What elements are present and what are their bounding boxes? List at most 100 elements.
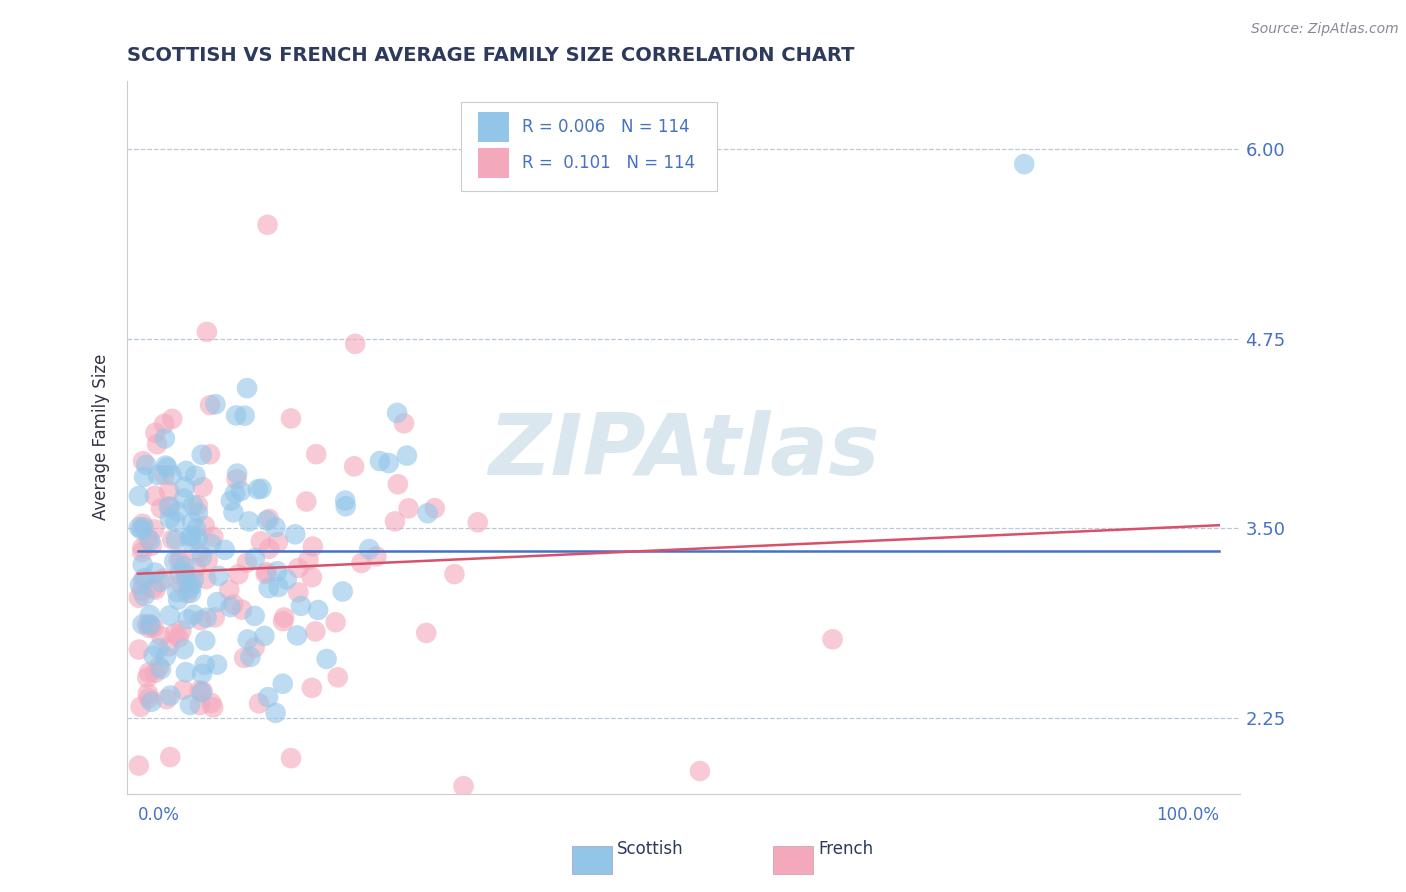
Point <box>202 530 225 544</box>
Point <box>387 477 409 491</box>
Point <box>222 598 245 612</box>
Point <box>195 325 218 339</box>
Point <box>160 412 183 426</box>
Point <box>326 670 349 684</box>
Point <box>162 533 184 547</box>
Point <box>385 406 408 420</box>
Point <box>224 486 246 500</box>
Point <box>149 574 172 589</box>
Point <box>149 662 172 676</box>
Point <box>181 516 204 530</box>
Point <box>167 553 190 567</box>
Point <box>176 586 198 600</box>
Point <box>204 397 226 411</box>
Point <box>266 564 288 578</box>
Point <box>172 682 194 697</box>
Point <box>276 573 298 587</box>
Point <box>236 556 259 570</box>
Point <box>139 618 162 632</box>
Point <box>167 631 190 645</box>
Point <box>132 520 155 534</box>
Point <box>174 480 197 494</box>
Point <box>225 409 247 423</box>
Point <box>208 569 231 583</box>
Point <box>256 218 278 232</box>
Point <box>159 689 181 703</box>
Point <box>174 464 197 478</box>
Point <box>188 698 211 712</box>
Point <box>132 470 155 484</box>
Point <box>395 449 418 463</box>
Point <box>236 632 259 647</box>
FancyBboxPatch shape <box>478 112 509 142</box>
Point <box>128 489 150 503</box>
Point <box>179 698 201 712</box>
Point <box>297 553 319 567</box>
Point <box>247 697 270 711</box>
Point <box>315 652 337 666</box>
Point <box>416 506 439 520</box>
Point <box>264 706 287 720</box>
Point <box>204 610 226 624</box>
Point <box>136 671 159 685</box>
Point <box>138 665 160 680</box>
Point <box>229 484 252 499</box>
Point <box>392 417 415 431</box>
Point <box>219 600 242 615</box>
Point <box>149 501 172 516</box>
Point <box>267 535 290 549</box>
Point <box>131 583 153 598</box>
Text: 0.0%: 0.0% <box>138 806 180 824</box>
Point <box>254 566 277 581</box>
Point <box>157 484 180 499</box>
Point <box>198 398 221 412</box>
Point <box>148 659 170 673</box>
Point <box>142 621 165 635</box>
Point <box>179 530 201 544</box>
Point <box>325 615 347 630</box>
Point <box>250 482 273 496</box>
Point <box>169 566 191 581</box>
Text: 100.0%: 100.0% <box>1156 806 1219 824</box>
Point <box>467 516 489 530</box>
Point <box>1012 157 1035 171</box>
Point <box>257 512 280 526</box>
Point <box>191 666 214 681</box>
Point <box>166 505 188 519</box>
Point <box>257 581 280 595</box>
Point <box>132 454 155 468</box>
Y-axis label: Average Family Size: Average Family Size <box>93 354 110 520</box>
Point <box>335 499 357 513</box>
Point <box>138 621 160 635</box>
Point <box>131 516 153 531</box>
Point <box>233 409 256 423</box>
Point <box>233 650 256 665</box>
Point <box>170 551 193 566</box>
Point <box>187 532 209 546</box>
Point <box>295 494 318 508</box>
Point <box>174 566 197 581</box>
FancyBboxPatch shape <box>461 102 717 191</box>
Point <box>139 617 162 632</box>
Point <box>190 613 212 627</box>
Point <box>134 589 156 603</box>
Point <box>366 549 388 564</box>
Point <box>163 554 186 568</box>
Point <box>145 582 167 597</box>
Point <box>222 505 245 519</box>
Point <box>301 570 323 584</box>
Point <box>284 527 307 541</box>
Point <box>256 565 278 579</box>
Point <box>139 533 162 548</box>
Point <box>170 577 193 591</box>
Point <box>156 460 179 475</box>
Point <box>180 579 202 593</box>
Point <box>157 500 180 514</box>
Point <box>214 542 236 557</box>
Point <box>273 610 295 624</box>
Point <box>384 514 406 528</box>
Point <box>181 498 204 512</box>
Point <box>143 489 166 503</box>
Point <box>202 700 225 714</box>
Point <box>287 561 309 575</box>
